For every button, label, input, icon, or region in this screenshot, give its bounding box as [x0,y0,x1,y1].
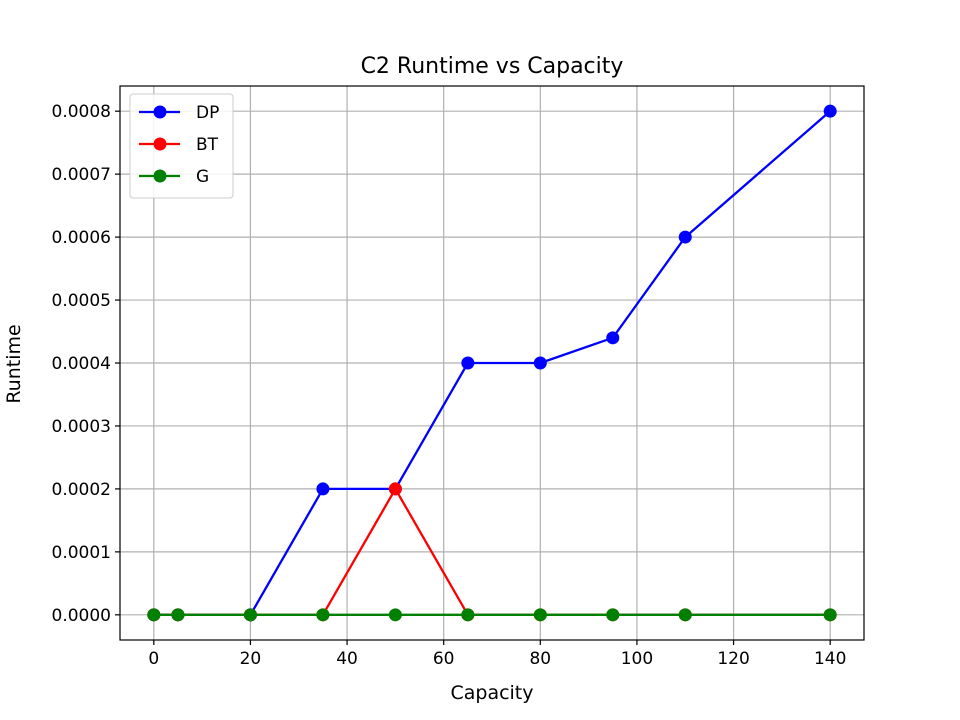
data-point-dp [823,104,837,118]
data-point-bt [388,482,402,496]
data-point-g [147,608,161,622]
legend-marker-dp [153,105,167,119]
data-point-g [533,608,547,622]
data-point-g [388,608,402,622]
data-point-dp [533,356,547,370]
data-point-dp [606,331,620,345]
chart-title: C2 Runtime vs Capacity [361,54,624,79]
data-point-dp [316,482,330,496]
data-point-dp [678,230,692,244]
y-tick-label: 0.0006 [52,228,111,248]
y-tick-label: 0.0000 [52,606,111,626]
x-tick-label: 100 [621,649,653,669]
y-tick-label: 0.0004 [52,354,111,374]
legend-marker-g [153,169,167,183]
data-point-g [243,608,257,622]
series-layer [147,104,837,622]
x-tick-label: 0 [148,649,159,669]
legend-marker-bt [153,137,167,151]
x-tick-label: 40 [336,649,358,669]
y-tick-label: 0.0001 [52,543,111,563]
data-point-dp [461,356,475,370]
axis-ticks: 0 20 40 60 80 100 120 140 0.0000 0.0001 0.0002 0.00… [52,102,847,669]
x-axis-label: Capacity [450,682,533,704]
y-tick-label: 0.0003 [52,417,111,437]
x-tick-label: 120 [717,649,749,669]
y-axis-label: Runtime [3,324,25,403]
legend-label-bt: BT [196,135,219,155]
data-point-g [823,608,837,622]
x-tick-label: 60 [433,649,455,669]
data-point-g [316,608,330,622]
x-tick-label: 140 [814,649,846,669]
data-point-g [606,608,620,622]
y-tick-label: 0.0002 [52,480,111,500]
y-tick-label: 0.0008 [52,102,111,122]
data-point-g [678,608,692,622]
x-tick-label: 20 [240,649,262,669]
legend-label-g: G [196,167,209,187]
legend-label-dp: DP [196,103,219,123]
data-point-g [171,608,185,622]
data-point-g [461,608,475,622]
y-tick-label: 0.0007 [52,165,111,185]
x-tick-label: 80 [529,649,551,669]
y-tick-label: 0.0005 [52,291,111,311]
legend: DP BT G [129,93,234,199]
